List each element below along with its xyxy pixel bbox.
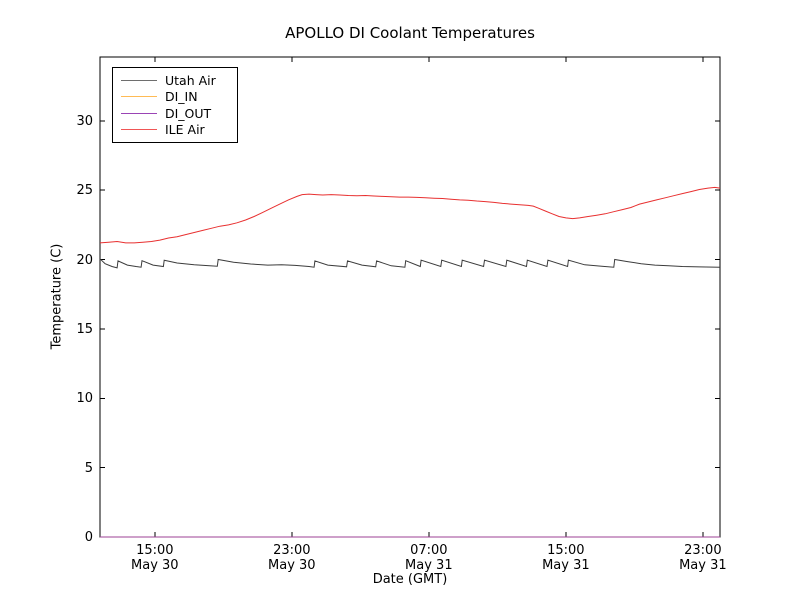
chart-title: APOLLO DI Coolant Temperatures [285, 24, 535, 42]
x-tick-time: 15:00 [136, 543, 174, 558]
x-tick-date: May 30 [268, 558, 316, 573]
y-axis-label: Temperature (C) [49, 243, 65, 350]
y-tick-label-20: 20 [76, 252, 93, 268]
legend-item-di-out: DI_OUT [121, 105, 229, 122]
y-tick-label-10: 10 [76, 391, 93, 407]
y-tick-label-5: 5 [84, 460, 93, 476]
y-tick-label-0: 0 [84, 530, 93, 545]
x-tick-time: 23:00 [684, 543, 722, 558]
y-tick-label-25: 25 [76, 183, 93, 199]
legend-line-sample-di-out [121, 112, 157, 114]
x-tick-label-0700-may31: 07:00 May 31 [389, 543, 469, 573]
legend-label-di-in: DI_IN [165, 89, 198, 105]
legend-line-sample-di-in [121, 96, 157, 98]
legend: Utah Air DI_IN DI_OUT ILE Air [112, 67, 238, 143]
x-tick-label-1500-may30: 15:00 May 30 [115, 543, 195, 573]
x-tick-label-2300-may30: 23:00 May 30 [252, 543, 332, 573]
x-tick-time: 15:00 [547, 543, 585, 558]
y-tick-label-30: 30 [76, 113, 93, 129]
x-tick-label-2300-may31: 23:00 May 31 [663, 543, 743, 573]
series-line-utah-air [99, 258, 721, 269]
x-tick-label-1500-may31: 15:00 May 31 [526, 543, 606, 573]
legend-line-sample-ile-air [121, 129, 157, 131]
y-tick-label-15: 15 [76, 321, 93, 337]
legend-item-ile-air: ILE Air [121, 122, 229, 139]
series-line-ile-air [99, 186, 721, 244]
legend-line-sample-utah-air [121, 79, 157, 81]
x-tick-time: 07:00 [410, 543, 448, 558]
x-axis-label: Date (GMT) [372, 572, 448, 587]
legend-label-ile-air: ILE Air [165, 122, 205, 138]
legend-label-di-out: DI_OUT [165, 105, 212, 121]
x-tick-date: May 31 [542, 558, 590, 573]
legend-label-utah-air: Utah Air [165, 72, 216, 88]
x-tick-date: May 31 [679, 558, 727, 573]
x-tick-date: May 30 [131, 558, 179, 573]
x-tick-date: May 31 [405, 558, 453, 573]
x-tick-time: 23:00 [273, 543, 311, 558]
legend-item-utah-air: Utah Air [121, 72, 229, 89]
legend-item-di-in: DI_IN [121, 89, 229, 106]
